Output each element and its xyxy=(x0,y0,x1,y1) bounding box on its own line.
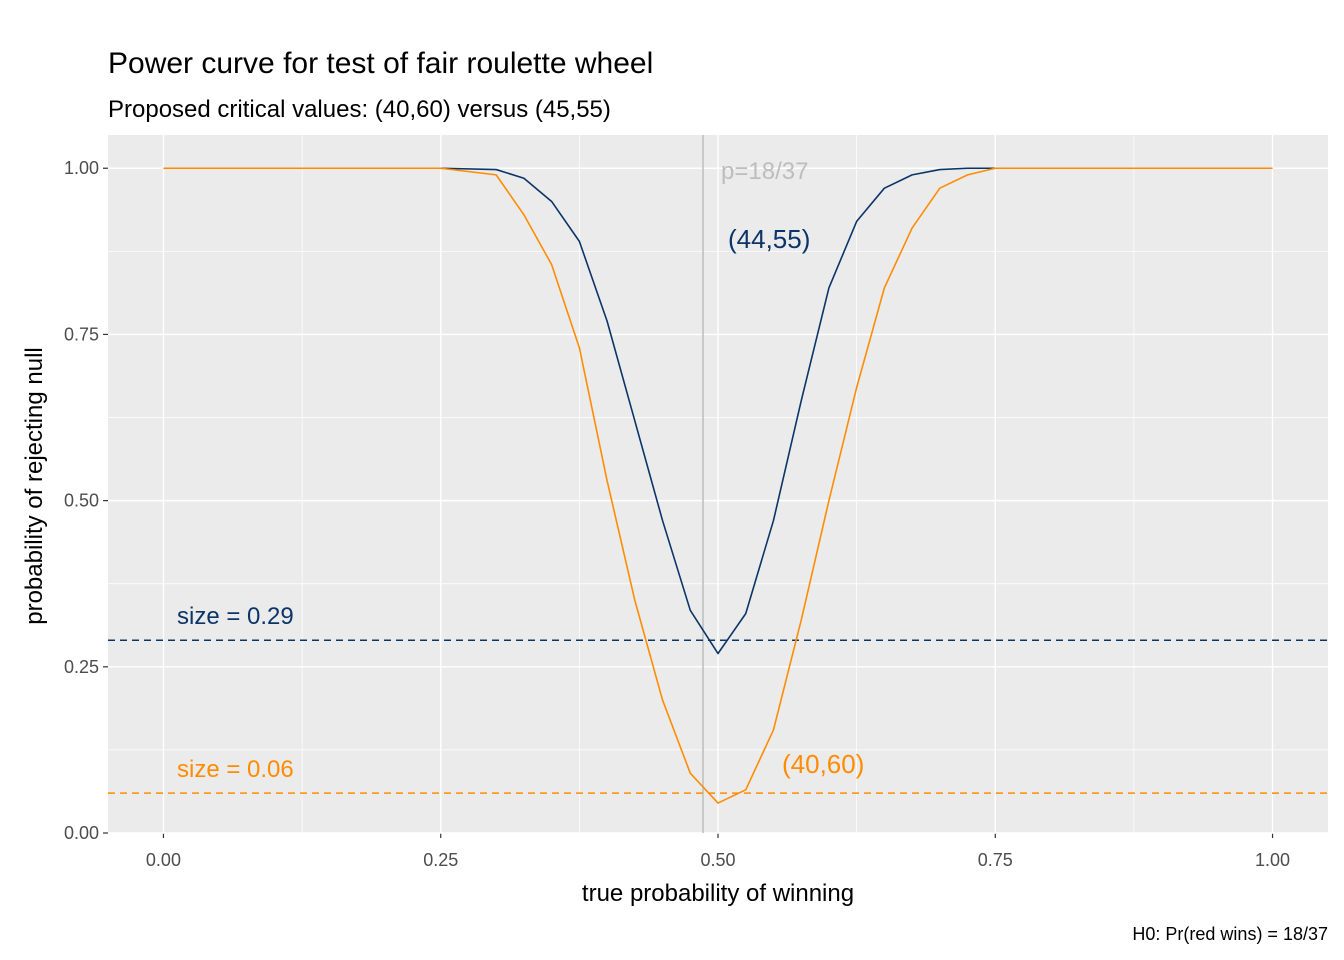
power-curve xyxy=(163,167,1273,804)
y-tick-label: 0.00 xyxy=(64,823,99,843)
x-axis-title: true probability of winning xyxy=(582,880,854,907)
caption: H0: Pr(red wins) = 18/37 xyxy=(1132,924,1328,944)
y-tick-label: 1.00 xyxy=(64,158,99,178)
x-tick-label: 0.50 xyxy=(700,850,735,870)
reference-label: p=18/37 xyxy=(721,158,808,185)
y-axis-title: probability of rejecting null xyxy=(21,347,48,625)
x-tick-label: 0.75 xyxy=(978,850,1013,870)
power-curve xyxy=(440,167,996,655)
y-tick-label: 0.75 xyxy=(64,324,99,344)
curve-label: (40,60) xyxy=(782,749,864,779)
size-label: size = 0.29 xyxy=(177,603,294,630)
chart-subtitle: Proposed critical values: (40,60) versus… xyxy=(108,96,611,123)
x-tick-label: 0.25 xyxy=(423,850,458,870)
curve-label: (44,55) xyxy=(728,224,810,254)
size-label: size = 0.06 xyxy=(177,756,294,783)
chart-title: Power curve for test of fair roulette wh… xyxy=(108,47,653,80)
x-tick-label: 0.00 xyxy=(146,850,181,870)
x-tick-label: 1.00 xyxy=(1255,850,1290,870)
y-tick-label: 0.50 xyxy=(64,491,99,511)
y-tick-label: 0.25 xyxy=(64,657,99,677)
